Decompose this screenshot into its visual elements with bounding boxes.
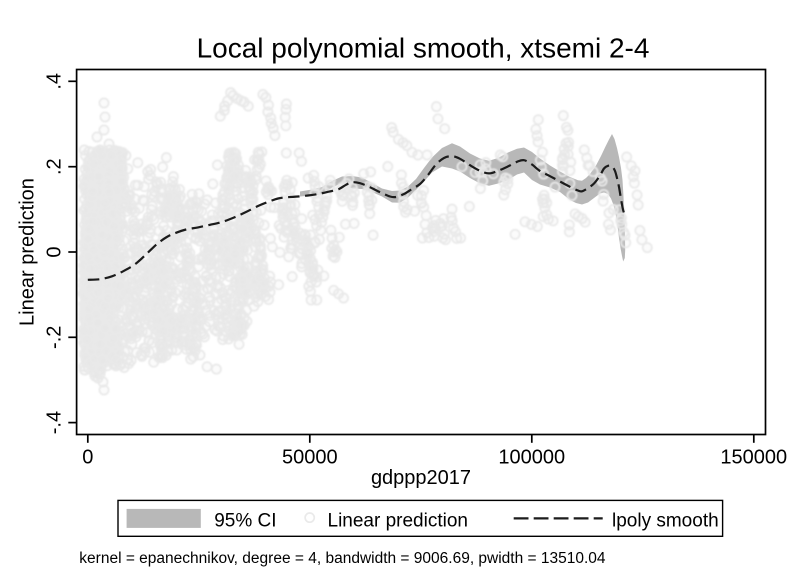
svg-text:kernel = epanechnikov, degree: kernel = epanechnikov, degree = 4, bandw… (79, 550, 606, 567)
svg-text:-.2: -.2 (44, 326, 66, 349)
svg-text:gdppp2017: gdppp2017 (371, 467, 471, 489)
svg-text:Linear prediction: Linear prediction (17, 178, 39, 326)
svg-text:Linear prediction: Linear prediction (328, 511, 468, 532)
svg-text:0: 0 (82, 446, 93, 468)
svg-text:Local polynomial smooth, xtsem: Local polynomial smooth, xtsemi 2-4 (197, 33, 650, 64)
svg-text:.4: .4 (44, 73, 66, 90)
svg-text:lpoly smooth: lpoly smooth (612, 511, 719, 532)
svg-text:50000: 50000 (282, 446, 338, 468)
svg-text:0: 0 (44, 246, 66, 257)
svg-text:-.4: -.4 (44, 411, 66, 434)
svg-text:.2: .2 (44, 158, 66, 175)
svg-text:150000: 150000 (720, 446, 787, 468)
svg-text:95% CI: 95% CI (214, 511, 276, 532)
svg-text:100000: 100000 (498, 446, 565, 468)
